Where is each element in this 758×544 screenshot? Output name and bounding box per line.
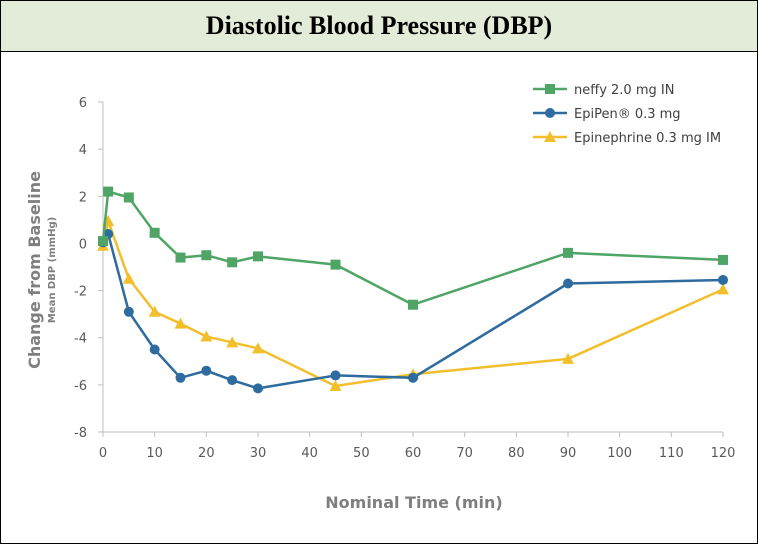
legend-item-2: EpiPen® 0.3 mg bbox=[533, 107, 681, 122]
y-tick-label: 2 bbox=[79, 190, 87, 205]
data-point bbox=[253, 251, 263, 262]
data-point bbox=[149, 344, 160, 355]
x-tick-label: 10 bbox=[146, 446, 163, 461]
legend-item-1: neffy 2.0 mg IN bbox=[533, 83, 674, 98]
data-point bbox=[174, 317, 187, 329]
legend-label: Epinephrine 0.3 mg IM bbox=[574, 131, 721, 146]
data-point bbox=[562, 352, 574, 364]
x-tick-label: 30 bbox=[250, 446, 267, 461]
data-point bbox=[122, 272, 135, 284]
series-1 bbox=[98, 186, 728, 310]
data-point bbox=[718, 274, 728, 285]
x-axis-title: Nominal Time (min) bbox=[325, 493, 502, 512]
x-tick-label: 120 bbox=[711, 446, 736, 461]
legend-marker bbox=[544, 131, 556, 142]
x-tick-label: 60 bbox=[405, 446, 422, 461]
data-point bbox=[408, 372, 418, 383]
y-tick-label: -4 bbox=[74, 332, 87, 347]
x-tick-label: 20 bbox=[198, 446, 215, 461]
data-point bbox=[330, 370, 341, 381]
legend: neffy 2.0 mg IN EpiPen® 0.3 mg Epinephrine… bbox=[533, 83, 721, 146]
data-point bbox=[201, 365, 212, 376]
series-line bbox=[101, 190, 724, 306]
title-bar: Diastolic Blood Pressure (DBP) bbox=[1, 1, 757, 52]
data-point bbox=[175, 252, 186, 263]
data-point bbox=[227, 257, 238, 268]
series-layer bbox=[97, 186, 729, 394]
legend-marker bbox=[545, 108, 555, 118]
chart-title: Diastolic Blood Pressure (DBP) bbox=[205, 11, 553, 40]
legend-label: neffy 2.0 mg IN bbox=[574, 83, 674, 98]
data-point bbox=[175, 372, 186, 383]
data-point bbox=[718, 254, 728, 265]
legend-label: EpiPen® 0.3 mg bbox=[574, 107, 681, 122]
x-tick-label: 50 bbox=[353, 446, 370, 461]
data-point bbox=[252, 342, 264, 354]
y-tick-label: -2 bbox=[74, 285, 87, 300]
x-tick-label: 40 bbox=[301, 446, 318, 461]
x-tick-label: 70 bbox=[456, 446, 473, 461]
data-point bbox=[103, 186, 114, 197]
data-point bbox=[201, 250, 212, 261]
data-point bbox=[227, 375, 238, 386]
series-line bbox=[101, 219, 724, 388]
data-point bbox=[329, 380, 342, 392]
y-tick-label: -6 bbox=[74, 379, 87, 394]
x-tick-label: 0 bbox=[99, 446, 107, 461]
data-point bbox=[98, 236, 108, 247]
data-point bbox=[408, 299, 418, 310]
legend-marker bbox=[545, 84, 555, 94]
x-tick-label: 100 bbox=[607, 446, 632, 461]
data-point bbox=[253, 383, 263, 394]
x-tick-label: 110 bbox=[659, 446, 684, 461]
y-axis-subtitle: Mean DBP (mmHg) bbox=[47, 217, 58, 323]
y-tick-label: -8 bbox=[74, 426, 87, 441]
legend-item-3: Epinephrine 0.3 mg IM bbox=[533, 131, 721, 146]
data-point bbox=[200, 330, 213, 342]
x-tick-label: 80 bbox=[508, 446, 525, 461]
series-line bbox=[101, 232, 724, 390]
data-point bbox=[563, 247, 573, 258]
data-point bbox=[226, 336, 239, 348]
data-point bbox=[149, 227, 160, 238]
y-tick-label: 4 bbox=[79, 143, 87, 158]
data-point bbox=[123, 306, 134, 317]
series-3 bbox=[97, 215, 729, 392]
y-tick-label: 6 bbox=[79, 96, 87, 111]
y-axis-title: Change from Baseline bbox=[25, 171, 44, 369]
y-tick-label: 0 bbox=[79, 237, 87, 252]
data-point bbox=[123, 192, 134, 203]
data-point bbox=[148, 305, 161, 317]
data-point bbox=[330, 259, 341, 270]
data-point bbox=[563, 278, 573, 289]
x-tick-label: 90 bbox=[560, 446, 577, 461]
data-point bbox=[717, 283, 729, 295]
